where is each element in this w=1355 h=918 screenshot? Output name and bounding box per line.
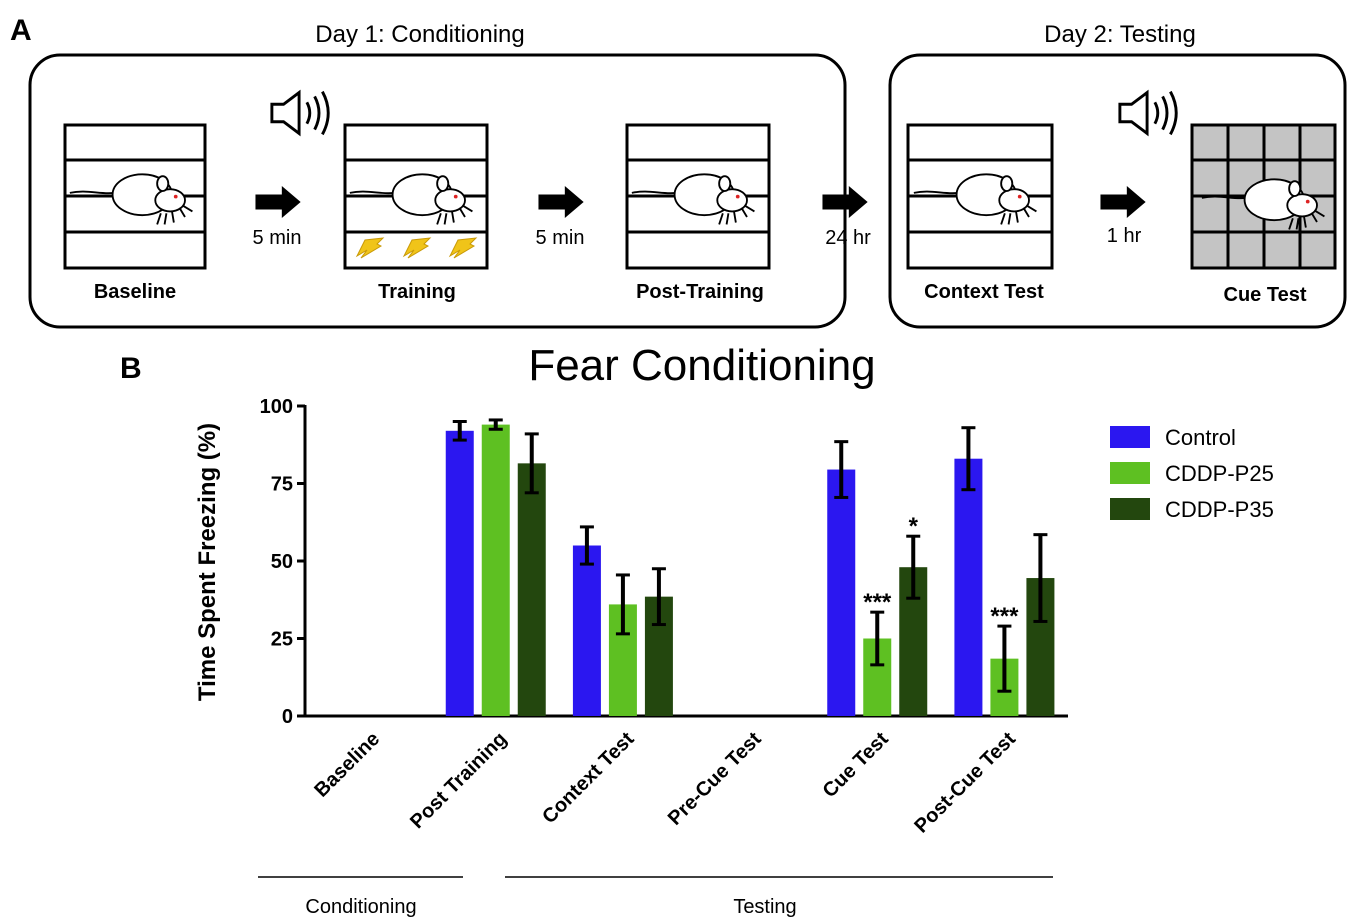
arrow	[255, 186, 301, 218]
stage-label: Context Test	[924, 281, 1044, 303]
x-tick-label: Pre-Cue Test	[664, 728, 766, 830]
arrow	[538, 186, 584, 218]
arrow	[1100, 186, 1146, 218]
bar	[517, 463, 546, 716]
y-tick-label: 50	[271, 551, 293, 573]
x-tick-label: Baseline	[310, 728, 384, 802]
legend-label: CDDP-P35	[1165, 497, 1274, 522]
x-tick-label: Context Test	[538, 728, 638, 828]
stage-label: Post-Training	[636, 281, 764, 303]
interval-label: 5 min	[253, 227, 302, 249]
bar	[954, 458, 983, 716]
stage-label: Cue Test	[1224, 284, 1307, 306]
stage-label: Baseline	[94, 281, 176, 303]
cage	[343, 123, 489, 270]
stage-label: Training	[378, 281, 456, 303]
y-tick-label: 100	[260, 396, 293, 418]
chart-title: Fear Conditioning	[528, 341, 875, 390]
day-box	[28, 53, 847, 329]
bar	[827, 469, 856, 716]
legend-label: CDDP-P25	[1165, 461, 1274, 486]
speaker-icon	[270, 90, 330, 136]
cage	[906, 123, 1054, 270]
x-tick-label: Post-Cue Test	[910, 728, 1020, 838]
legend-swatch	[1110, 498, 1150, 520]
legend-swatch	[1110, 462, 1150, 484]
interval-label: 1 hr	[1107, 225, 1142, 247]
bar	[572, 545, 601, 716]
group-label: Testing	[733, 896, 796, 918]
x-tick-label: Post Training	[406, 728, 511, 833]
day-title: Day 2: Testing	[1044, 21, 1196, 48]
legend-swatch	[1110, 426, 1150, 448]
cage	[63, 123, 207, 270]
significance-label: *	[909, 513, 919, 540]
interval-label: 24 hr	[825, 227, 871, 249]
bar	[445, 430, 474, 716]
group-label: Conditioning	[305, 896, 416, 918]
y-tick-label: 75	[271, 474, 293, 496]
y-tick-label: 0	[282, 706, 293, 728]
speaker-icon	[1118, 90, 1178, 136]
bar	[481, 424, 510, 716]
significance-label: ***	[863, 589, 892, 616]
interval-label: 5 min	[536, 227, 585, 249]
x-tick-label: Cue Test	[819, 728, 893, 802]
legend-label: Control	[1165, 425, 1236, 450]
cage	[625, 123, 771, 270]
day-box	[888, 53, 1347, 329]
grid-cage	[1190, 123, 1337, 270]
day-title: Day 1: Conditioning	[315, 21, 524, 48]
panel-label: A	[10, 14, 32, 47]
y-tick-label: 25	[271, 629, 293, 651]
significance-label: ***	[990, 603, 1019, 630]
panel-label: B	[120, 352, 142, 385]
y-axis-label: Time Spent Freezing (%)	[194, 423, 221, 701]
